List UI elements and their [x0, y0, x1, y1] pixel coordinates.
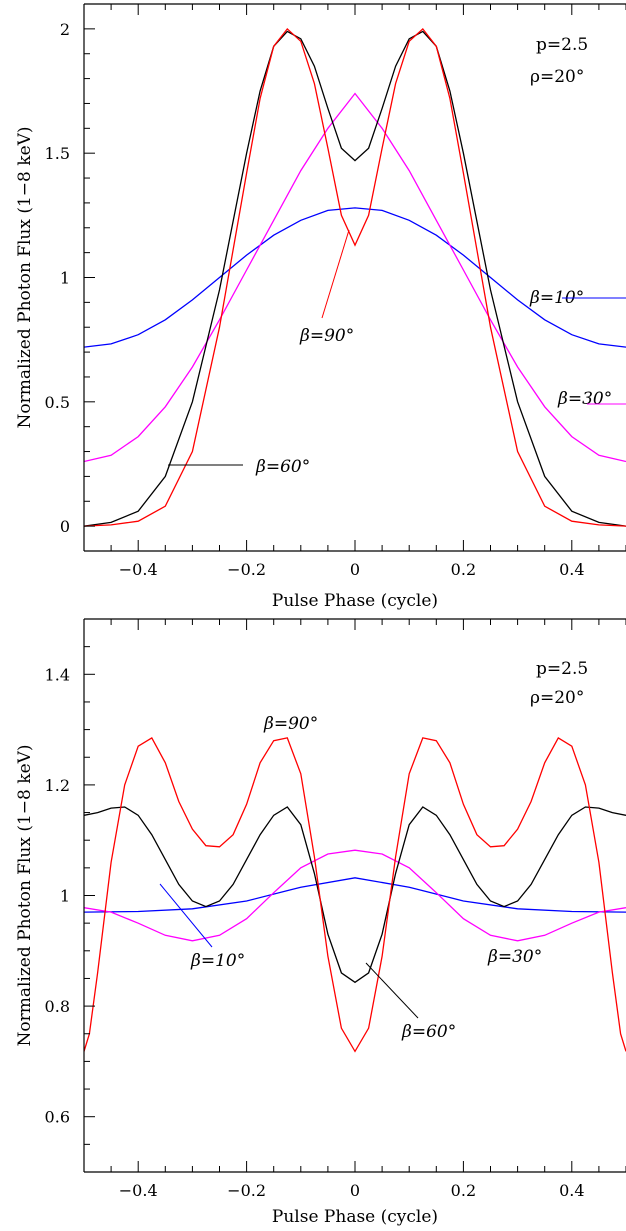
annotation-text: p=2.5	[536, 35, 588, 55]
series-label: β=10°	[190, 951, 245, 971]
y-tick-label: 1.2	[45, 776, 70, 795]
series-label: β=30°	[557, 389, 612, 409]
series-label: β=60°	[401, 1022, 456, 1042]
series-label: β=10°	[529, 288, 584, 308]
x-tick-label: −0.4	[119, 560, 158, 579]
top-chart-panel: −0.4 −0.2 0 0.2 0.4 0 0.5 1 1.5 2 Pulse Phase (cyc…	[15, 3, 626, 611]
x-tick-label: 0.4	[559, 1181, 584, 1200]
series-line-β=60°	[84, 806, 626, 984]
annotation-text: ρ=20°	[530, 688, 584, 708]
x-tick-label: 0.4	[559, 560, 584, 579]
series-label: β=60°	[255, 457, 310, 477]
x-tick-label: 0	[350, 1181, 360, 1200]
x-tick-label: −0.4	[119, 1181, 158, 1200]
series-label: β=90°	[299, 326, 354, 346]
y-tick-label: 0.6	[45, 1108, 70, 1127]
plot-area	[84, 736, 626, 1053]
y-axis-title: Normalized Photon Flux (1−8 keV)	[15, 126, 35, 428]
y-axis-title: Normalized Photon Flux (1−8 keV)	[15, 744, 35, 1046]
y-tick-label: 2	[60, 20, 70, 39]
series-line-β=10°	[84, 877, 626, 913]
y-tick-label: 1.5	[45, 144, 70, 163]
x-tick-label: −0.2	[227, 1181, 266, 1200]
plot-area	[84, 27, 626, 527]
bottom-chart-panel: −0.4 −0.2 0 0.2 0.4 0.6 0.8 1 1.2 1.4 Pulse Phase …	[15, 618, 626, 1227]
y-tick-label: 0.5	[45, 393, 70, 412]
x-tick-label: −0.2	[227, 560, 266, 579]
series-line-β=30°	[84, 92, 626, 463]
label-leader-line	[159, 883, 213, 948]
x-axis-title: Pulse Phase (cycle)	[272, 591, 438, 611]
y-tick-label: 1	[60, 269, 70, 288]
series-line-β=60°	[84, 30, 626, 527]
series-line-β=90°	[84, 27, 626, 527]
x-axis-title: Pulse Phase (cycle)	[272, 1207, 438, 1227]
x-tick-label: 0.2	[451, 560, 476, 579]
series-line-β=30°	[84, 849, 626, 942]
y-tick-label: 1	[60, 887, 70, 906]
annotation-text: p=2.5	[536, 659, 588, 679]
series-line-β=10°	[84, 207, 626, 348]
y-tick-label: 0	[60, 517, 70, 536]
annotation-text: ρ=20°	[530, 67, 584, 87]
series-line-β=90°	[84, 736, 626, 1053]
y-tick-label: 0.8	[45, 997, 70, 1016]
series-label: β=90°	[263, 714, 318, 734]
label-leader-line	[321, 229, 350, 319]
x-tick-label: 0.2	[451, 1181, 476, 1200]
series-label: β=30°	[487, 947, 542, 967]
x-tick-label: 0	[350, 560, 360, 579]
label-leader-line	[365, 962, 419, 1019]
y-tick-label: 1.4	[45, 665, 70, 684]
